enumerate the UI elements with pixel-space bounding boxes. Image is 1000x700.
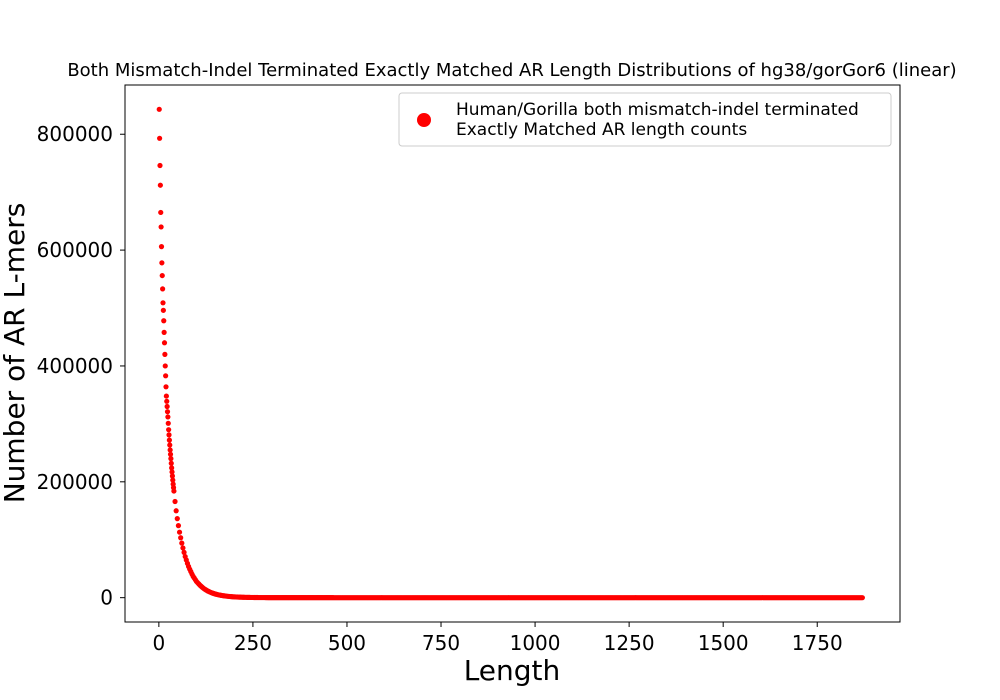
data-point	[166, 437, 172, 443]
data-point	[173, 508, 179, 514]
data-point	[170, 477, 176, 483]
data-point	[167, 447, 173, 453]
data-point	[172, 498, 178, 505]
data-point	[160, 286, 166, 292]
data-point	[163, 373, 169, 379]
y-tick-label: 400000	[37, 354, 113, 378]
data-point	[158, 244, 165, 250]
y-tick-label: 0	[100, 586, 113, 610]
data-point	[164, 403, 170, 410]
data-point	[165, 420, 171, 426]
x-tick-label: 250	[234, 631, 272, 655]
data-point	[167, 442, 173, 448]
chart-title: Both Mismatch-Indel Terminated Exactly M…	[67, 60, 956, 81]
legend-label-line-1: Human/Gorilla both mismatch-indel termin…	[456, 100, 859, 120]
plot-area	[156, 106, 865, 601]
y-tick-label: 600000	[37, 238, 113, 262]
data-point	[176, 529, 183, 535]
data-point	[161, 329, 167, 335]
data-point	[161, 318, 167, 324]
x-tick-label: 1250	[604, 631, 655, 655]
data-point	[175, 523, 182, 529]
data-point	[160, 307, 166, 313]
data-point	[157, 182, 163, 188]
x-axis: 0 250 500 750 1000 1250 1500 1750	[152, 622, 843, 655]
data-point	[157, 162, 163, 169]
legend-label-line-2: Exactly Matched AR length counts	[456, 120, 747, 140]
data-point	[166, 432, 172, 438]
data-point	[160, 300, 166, 306]
data-point	[179, 540, 185, 546]
x-tick-label: 750	[422, 631, 460, 655]
data-point	[156, 106, 162, 112]
y-axis: 0 200000 400000 600000 800000	[37, 122, 125, 610]
data-point	[163, 384, 169, 390]
data-point	[162, 351, 168, 357]
data-point	[167, 451, 174, 457]
x-tick-label: 1750	[792, 631, 843, 655]
data-point	[168, 456, 174, 462]
data-point	[166, 427, 172, 433]
data-point	[158, 209, 164, 216]
x-tick-label: 0	[152, 631, 165, 655]
data-point	[159, 260, 165, 266]
data-point	[161, 340, 168, 346]
legend: Human/Gorilla both mismatch-indel termin…	[398, 92, 892, 147]
data-point	[178, 535, 184, 541]
data-point	[169, 469, 175, 475]
data-point	[174, 516, 180, 522]
x-axis-label: Length	[464, 654, 561, 687]
data-point	[859, 595, 865, 601]
y-axis-label: Number of AR L-mers	[0, 203, 31, 504]
plot-frame	[124, 84, 901, 623]
data-point	[164, 398, 170, 404]
legend-label: Human/Gorilla both mismatch-indel termin…	[456, 100, 864, 140]
x-tick-label: 1500	[698, 631, 749, 655]
y-tick-label: 200000	[37, 470, 113, 494]
data-point	[169, 473, 175, 479]
legend-box	[398, 92, 892, 147]
data-point	[163, 393, 169, 399]
data-point	[181, 549, 187, 555]
data-point	[159, 272, 165, 279]
y-tick-label: 800000	[37, 122, 113, 146]
x-tick-label: 1000	[510, 631, 561, 655]
legend-marker	[417, 113, 431, 127]
data-point	[180, 545, 186, 551]
data-point	[171, 488, 177, 494]
data-point	[157, 135, 163, 141]
data-point	[164, 409, 171, 415]
data-point	[168, 460, 174, 466]
data-point	[162, 363, 168, 369]
data-point	[158, 224, 164, 230]
data-point	[169, 465, 175, 471]
x-tick-label: 500	[328, 631, 366, 655]
data-point	[165, 414, 171, 420]
